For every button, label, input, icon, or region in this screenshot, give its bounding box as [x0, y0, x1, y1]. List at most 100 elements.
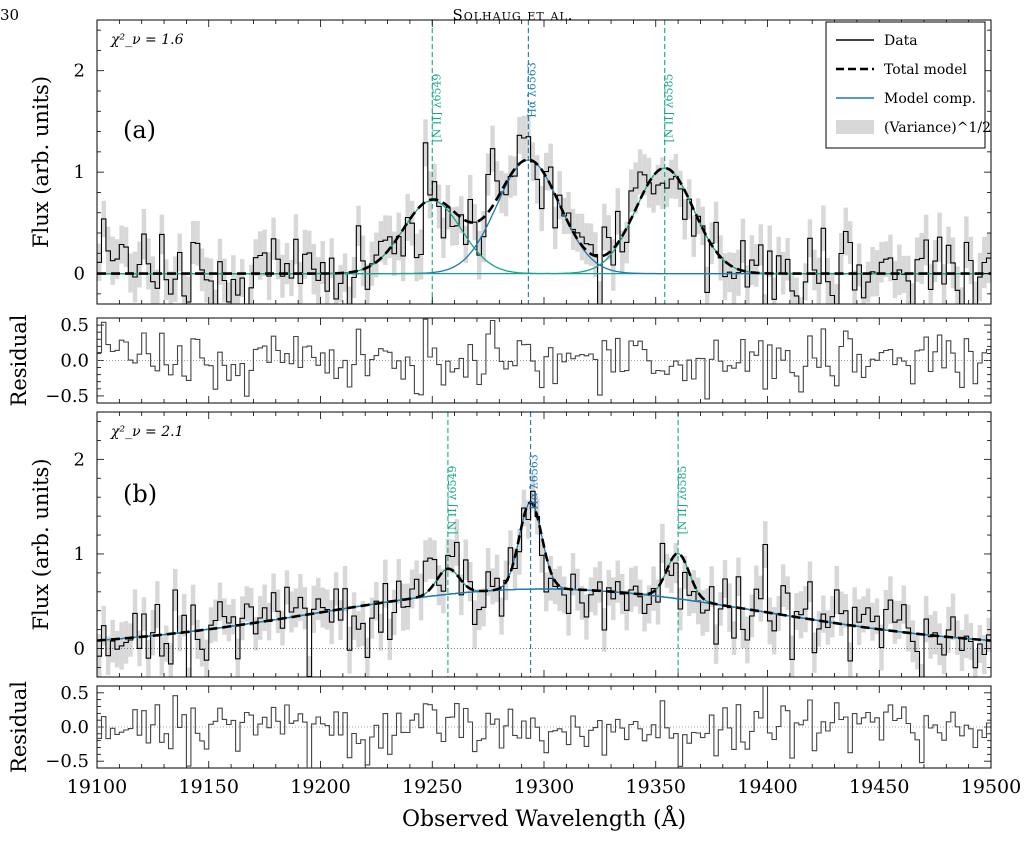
- variance-bar: [847, 642, 853, 677]
- variance-bar: [155, 269, 160, 304]
- variance-bar: [168, 643, 173, 677]
- line-label: Hα λ6563: [528, 454, 541, 509]
- flux-ytick-label: 2: [74, 61, 85, 82]
- flux-ytick-label: 0: [74, 264, 85, 285]
- residual-ytick-label: 0.0: [60, 351, 89, 372]
- variance-bar: [959, 287, 965, 304]
- variance-bar: [245, 307, 249, 343]
- panel-a: 0 1 2 0.5 0.0 −0.5 Flux (arb. units) Residual χ²…: [7, 19, 992, 407]
- variance-bar: [186, 276, 191, 304]
- residual-ytick-label: 0.0: [60, 717, 89, 738]
- total-model-curve: [97, 500, 991, 642]
- variance-bar: [798, 297, 804, 304]
- flux-ytick-label: 0: [74, 639, 85, 660]
- chi2-label: χ²_ν = 2.1: [110, 424, 184, 440]
- variance-bar: [186, 667, 191, 677]
- variance-bar: [365, 264, 370, 304]
- variance-bar: [771, 277, 777, 304]
- flux-ytick-label: 2: [74, 449, 85, 470]
- data-step-line: [97, 490, 991, 677]
- residual-ytick-label: 0.5: [60, 315, 89, 336]
- legend-data-label: Data: [884, 33, 918, 49]
- x-tick-label: 19450: [849, 776, 909, 798]
- line-label: [N II] λ6585: [663, 74, 676, 143]
- variance-bar: [852, 270, 857, 304]
- flux-ylabel: Flux (arb. units): [29, 76, 53, 248]
- variance-bar: [830, 272, 835, 304]
- x-tick-label: 19150: [179, 776, 239, 798]
- variance-bar: [298, 261, 303, 304]
- variance-bar: [928, 264, 933, 304]
- legend-swatch-variance: [836, 120, 874, 134]
- variance-bar: [825, 258, 831, 304]
- x-tick-label: 19300: [514, 776, 574, 798]
- flux-plot-area: [97, 412, 991, 677]
- residual-step-line: [97, 686, 991, 768]
- line-label: Hα λ6563: [525, 62, 538, 117]
- x-tick-label: 19500: [961, 776, 1021, 798]
- variance-bar: [816, 257, 822, 304]
- flux-ylabel: Flux (arb. units): [29, 458, 53, 630]
- line-label: [N II] λ6549: [430, 74, 443, 143]
- variance-bar: [248, 264, 254, 304]
- variance-bar: [973, 649, 978, 677]
- x-tick-label: 19200: [290, 776, 350, 798]
- variance-bar: [704, 266, 710, 304]
- residual-ytick-label: −0.5: [45, 751, 89, 772]
- variance-bar: [181, 273, 187, 304]
- variance-bar: [204, 639, 209, 677]
- variance-bar: [919, 663, 924, 677]
- variance-bar: [324, 273, 330, 304]
- variance-bar: [763, 294, 768, 304]
- legend-total-label: Total model: [884, 62, 968, 78]
- variance-bar: [213, 289, 218, 304]
- page-number: 30: [0, 6, 20, 24]
- line-label: [N II] λ6549: [446, 466, 459, 535]
- panel-label: (a): [123, 116, 156, 144]
- panel-label: (b): [123, 480, 157, 508]
- variance-bar: [794, 277, 799, 304]
- variance-bar: [226, 282, 232, 304]
- variance-bar: [235, 638, 241, 677]
- flux-ytick-label: 1: [74, 162, 85, 183]
- residual-ylabel: Residual: [7, 314, 31, 406]
- x-axis-label: Observed Wavelength (Å): [402, 804, 686, 832]
- continuum-curve: [97, 588, 991, 642]
- chi2-label: χ²_ν = 1.6: [110, 32, 184, 48]
- variance-bar: [834, 284, 840, 304]
- variance-bar: [861, 273, 866, 304]
- residual-step-line: [97, 318, 991, 400]
- flux-plot-area: [97, 20, 991, 343]
- variance-bar: [333, 273, 339, 304]
- x-tick-label: 19350: [626, 776, 686, 798]
- legend-var-label: (Variance)^1/2: [884, 120, 991, 136]
- residual-ylabel: Residual: [7, 681, 31, 773]
- line-label: [N II] λ6585: [676, 466, 689, 535]
- flux-ytick-label: 1: [74, 544, 85, 565]
- x-tick-label: 19250: [402, 776, 462, 798]
- variance-bar: [235, 274, 241, 304]
- residual-plot-area: [97, 686, 991, 768]
- residual-ytick-label: −0.5: [45, 386, 89, 407]
- panel-b: 0 1 2 0.5 0.0 −0.5 Flux (arb. units) Residual χ²…: [7, 411, 992, 773]
- variance-bar: [150, 256, 156, 304]
- variance-bar: [347, 286, 352, 304]
- variance-bar: [97, 633, 102, 677]
- variance-bar: [906, 255, 911, 304]
- total-model-curve: [97, 158, 991, 275]
- residual-ytick-label: 0.5: [60, 683, 89, 704]
- variance-bar: [168, 271, 173, 304]
- data-step-line: [97, 134, 991, 304]
- variance-bar: [789, 635, 795, 677]
- variance-bar: [745, 265, 750, 304]
- variance-bar: [597, 281, 603, 304]
- variance-bar: [955, 266, 960, 304]
- legend-comp-label: Model comp.: [884, 91, 976, 107]
- variance-bar: [973, 281, 978, 304]
- variance-bar: [789, 272, 795, 304]
- variance-bar: [910, 283, 916, 304]
- residual-plot-area: [97, 318, 991, 400]
- x-tick-label: 19100: [67, 776, 127, 798]
- x-tick-label: 19400: [737, 776, 797, 798]
